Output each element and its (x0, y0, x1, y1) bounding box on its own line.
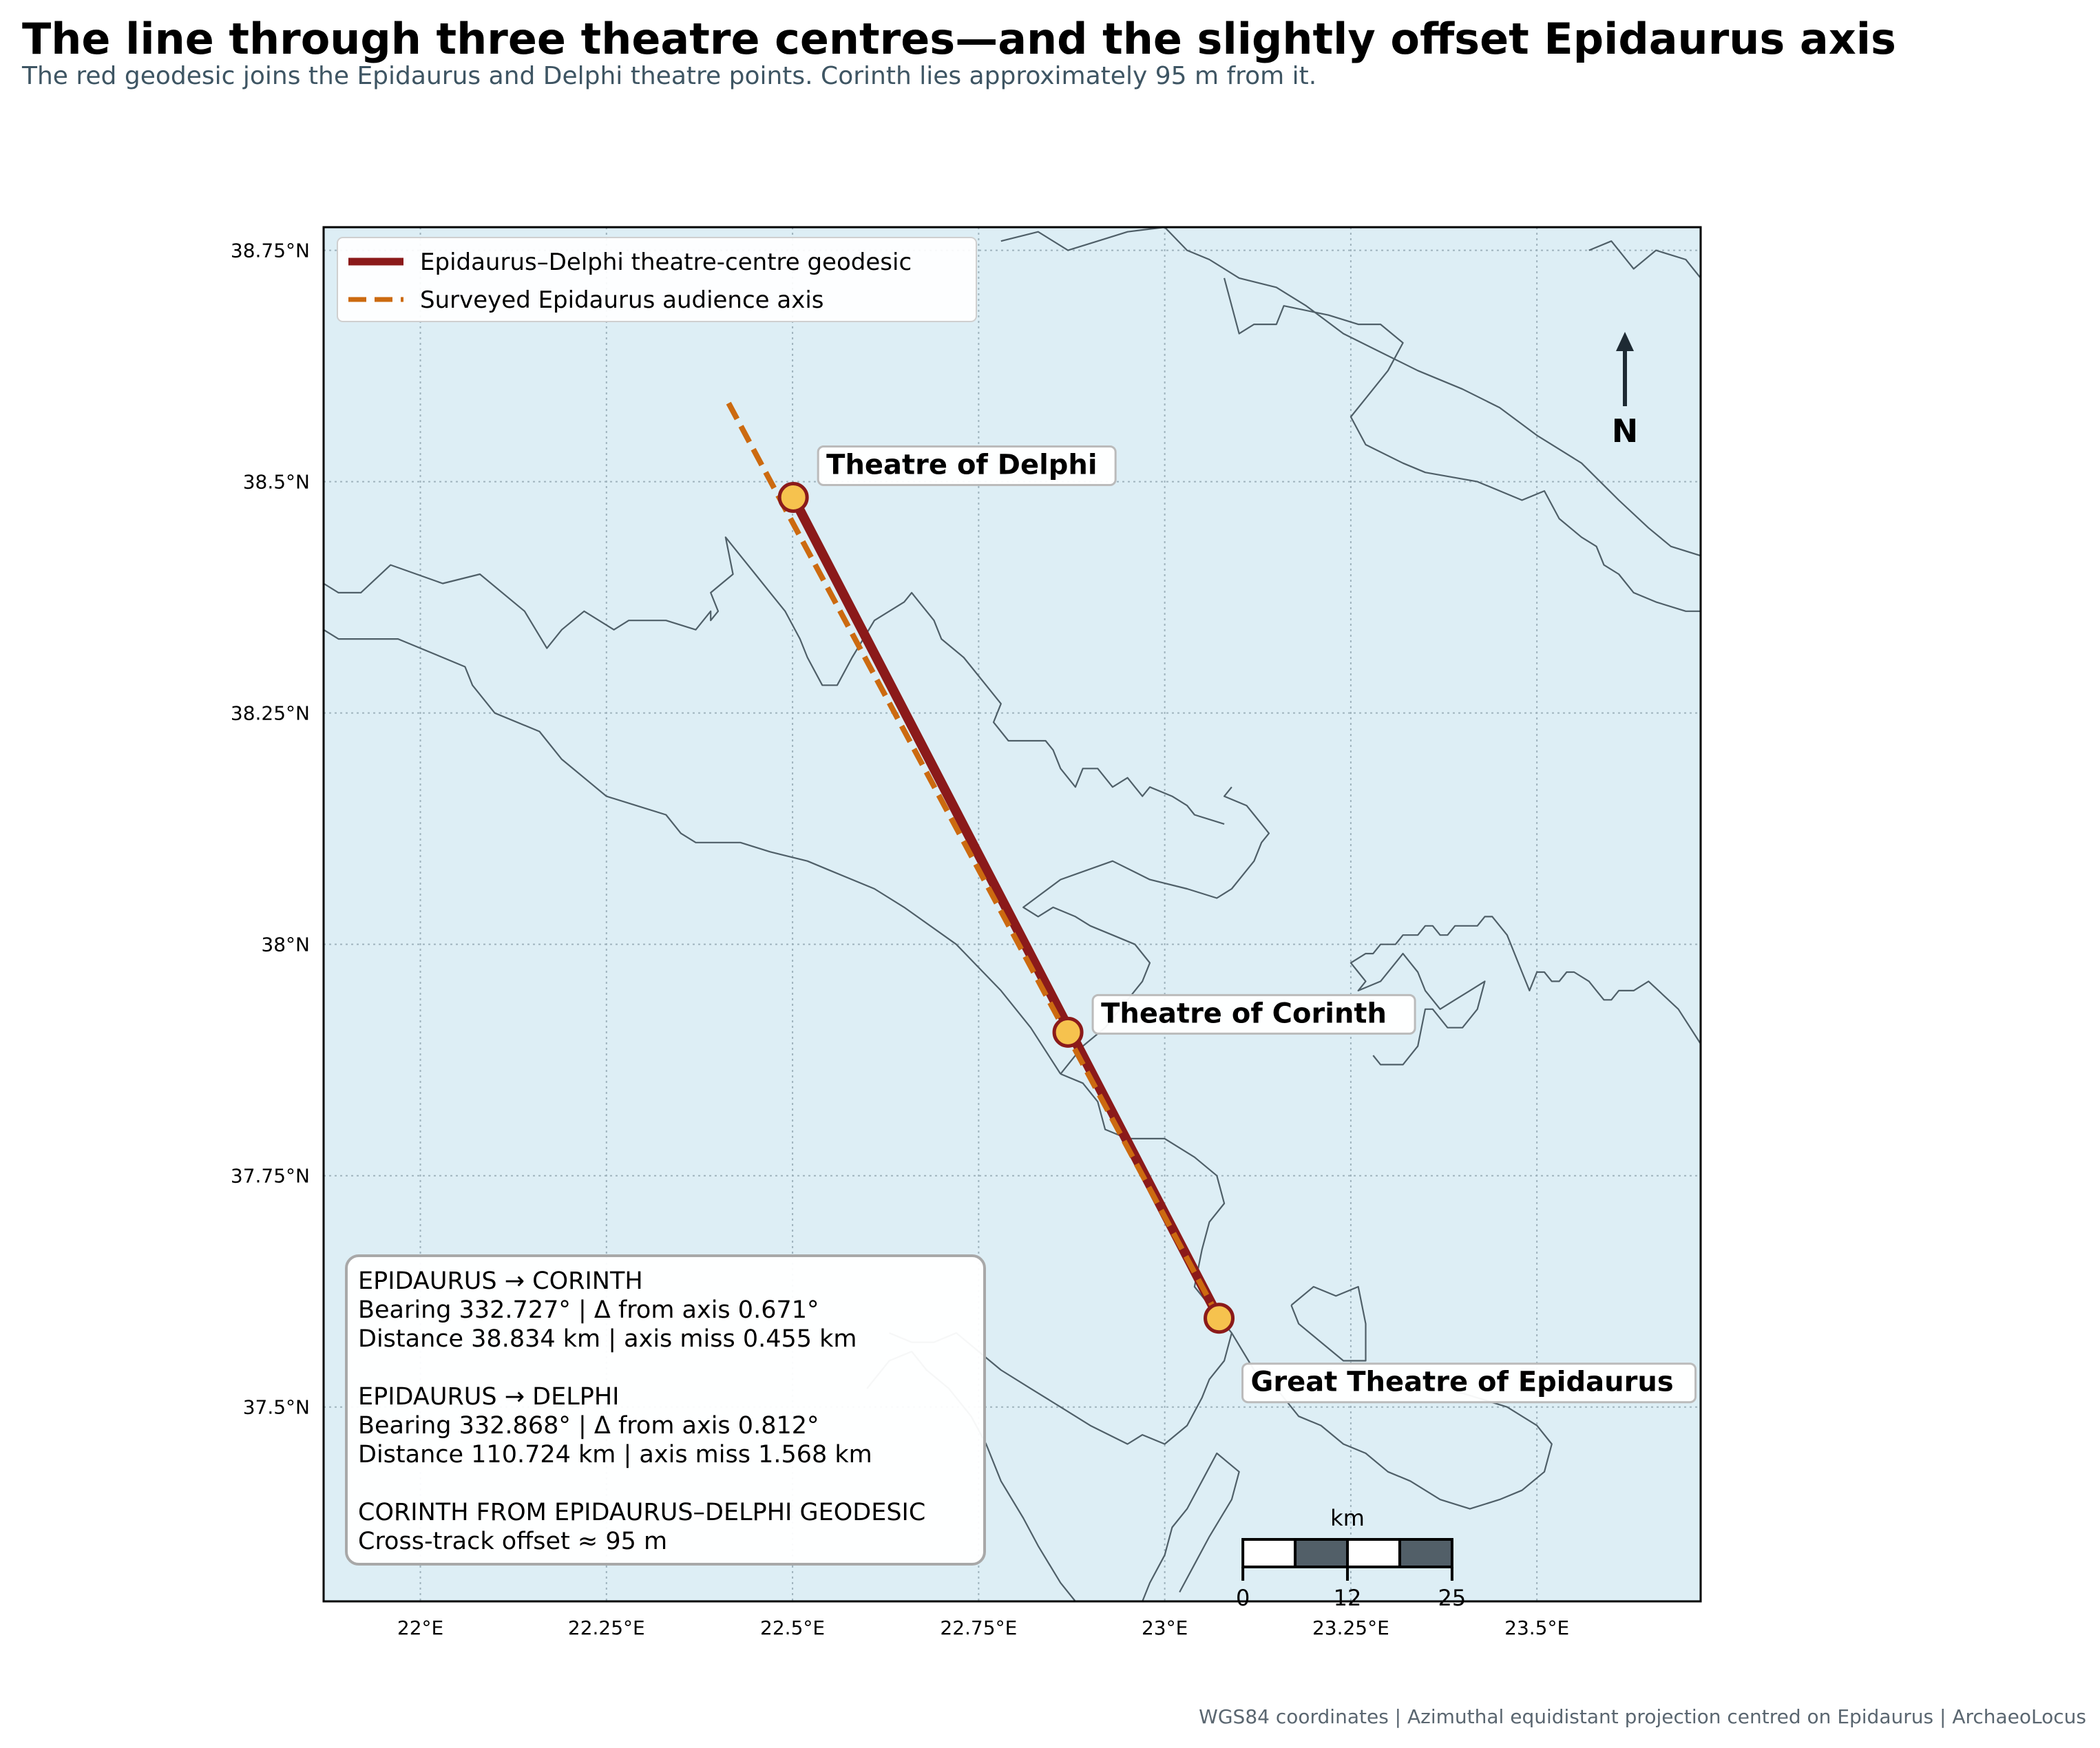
x-tick-label: 22.25°E (568, 1617, 645, 1639)
scale-bar-segment (1398, 1538, 1453, 1568)
x-tick-label: 22.5°E (760, 1617, 825, 1639)
info-box: EPIDAURUS → CORINTH Bearing 332.727° | Δ… (345, 1254, 986, 1566)
theatre-marker (1052, 1016, 1084, 1048)
x-tick-label: 22.75°E (940, 1617, 1017, 1639)
theatre-label: Great Theatre of Epidaurus (1251, 1367, 1674, 1398)
coastlines (324, 227, 1701, 1601)
y-tick-label: 37.75°N (231, 1165, 310, 1188)
route-lines (724, 399, 1224, 1320)
page-title: The line through three theatre centres—a… (22, 14, 1896, 64)
scale-bar-label: 0 (1236, 1585, 1250, 1611)
map-legend: Epidaurus–Delphi theatre-centre geodesic… (337, 237, 977, 322)
info-line: EPIDAURUS → CORINTH (358, 1267, 643, 1295)
theatre-label-box (1091, 993, 1416, 1035)
info-line: Distance 110.724 km | axis miss 1.568 km (358, 1441, 872, 1468)
geodesic-line (788, 495, 1224, 1320)
x-tick-label: 23.25°E (1312, 1617, 1389, 1639)
map-footer-credit: WGS84 coordinates | Azimuthal equidistan… (1199, 1705, 2086, 1728)
north-arrow: N (1612, 332, 1639, 450)
theatre-label: Theatre of Delphi (826, 449, 1097, 481)
info-line: Bearing 332.868° | Δ from axis 0.812° (358, 1412, 819, 1440)
info-line: Cross-track offset ≈ 95 m (358, 1528, 667, 1555)
coastline (889, 1073, 1232, 1445)
coastline (1164, 227, 1701, 557)
audience-axis-line (724, 399, 1222, 1320)
theatre-label-box (1241, 1362, 1697, 1404)
north-arrow-head (1616, 332, 1634, 351)
theatre-labels: Theatre of Delphi Theatre of Corinth Great… (817, 445, 1697, 1404)
scale-bar-segment (1294, 1538, 1350, 1568)
legend-geodesic-label: Epidaurus–Delphi theatre-centre geodesic (420, 249, 912, 276)
coastline (1290, 1285, 1367, 1362)
y-tick-label: 38°N (261, 934, 310, 956)
y-tick-label: 38.5°N (243, 471, 310, 494)
y-tick-label: 38.25°N (231, 702, 310, 725)
x-tick-label: 23°E (1142, 1617, 1188, 1639)
coastline (1350, 916, 1701, 1066)
coastline (324, 629, 1062, 1075)
info-line: CORINTH FROM EPIDAURUS–DELPHI GEODESIC (358, 1499, 925, 1526)
axis-ticks: 22°E 22.25°E 22.5°E 22.75°E 23°E 23.25°E 23.5°… (231, 240, 1569, 1639)
coastline (1000, 227, 1165, 251)
theatre-label-box (817, 445, 1117, 486)
theatre-label: Theatre of Corinth (1101, 998, 1387, 1029)
info-line: EPIDAURUS → DELPHI (358, 1383, 619, 1411)
north-arrow-label: N (1612, 412, 1639, 450)
scale-bar-label: 25 (1438, 1585, 1467, 1611)
coastline (324, 536, 1225, 825)
theatre-markers (777, 481, 1235, 1334)
coastline (1588, 240, 1701, 279)
scale-bar-segment (1241, 1538, 1297, 1568)
info-line: Distance 38.834 km | axis miss 0.455 km (358, 1325, 857, 1353)
coastline (1022, 786, 1270, 1075)
page-subtitle: The red geodesic joins the Epidaurus and… (22, 62, 1317, 90)
legend-axis-label: Surveyed Epidaurus audience axis (420, 286, 824, 314)
map-frame (322, 226, 1702, 1603)
y-tick-label: 37.5°N (243, 1396, 310, 1419)
x-tick-label: 22°E (397, 1617, 443, 1639)
coastline (1230, 1332, 1553, 1510)
coastline (1224, 277, 1701, 612)
y-tick-label: 38.75°N (231, 240, 310, 262)
scale-bar: 0 12 25 km (1236, 1505, 1466, 1611)
scale-bar-segment (1346, 1538, 1401, 1568)
coastline (1142, 1452, 1240, 1601)
scale-bar-unit: km (1330, 1505, 1365, 1531)
x-tick-label: 23.5°E (1504, 1617, 1569, 1639)
scale-bar-label: 12 (1334, 1585, 1362, 1611)
theatre-marker (777, 481, 809, 513)
info-line: Bearing 332.727° | Δ from axis 0.671° (358, 1296, 819, 1324)
theatre-marker (1204, 1303, 1235, 1334)
